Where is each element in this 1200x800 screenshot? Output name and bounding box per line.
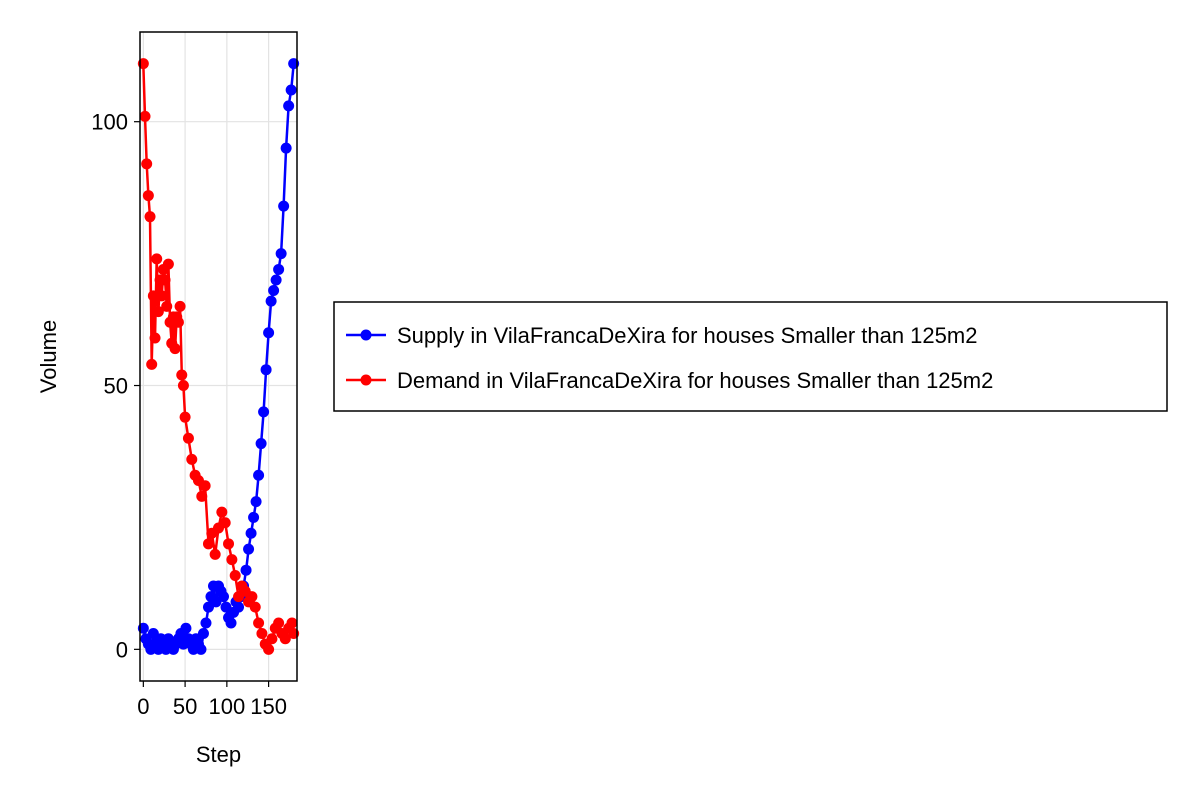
data-point bbox=[253, 617, 265, 629]
data-point bbox=[200, 617, 212, 629]
data-point bbox=[283, 100, 295, 112]
data-point bbox=[285, 84, 297, 96]
y-tick-label: 50 bbox=[104, 374, 128, 399]
data-point bbox=[250, 496, 262, 508]
data-point bbox=[199, 480, 211, 492]
data-point bbox=[229, 569, 241, 581]
grid-lines bbox=[140, 32, 297, 681]
data-point bbox=[159, 274, 171, 286]
data-point bbox=[141, 158, 153, 170]
x-tick-label: 0 bbox=[137, 694, 149, 719]
data-point bbox=[218, 591, 230, 603]
data-point bbox=[152, 306, 164, 318]
plot-frame bbox=[139, 31, 298, 682]
data-point bbox=[226, 554, 238, 566]
data-point bbox=[219, 517, 231, 529]
data-point bbox=[156, 290, 168, 302]
x-tick-label: 150 bbox=[250, 694, 287, 719]
data-point bbox=[260, 364, 272, 376]
data-point bbox=[253, 469, 265, 481]
data-point bbox=[275, 248, 287, 260]
data-point bbox=[278, 200, 290, 212]
data-point bbox=[240, 564, 252, 576]
y-axis: 0 50 100 bbox=[91, 110, 140, 662]
data-point bbox=[249, 601, 261, 613]
data-point bbox=[246, 591, 258, 603]
x-tick-label: 100 bbox=[208, 694, 245, 719]
data-point bbox=[258, 406, 270, 418]
data-point bbox=[265, 295, 277, 307]
data-point bbox=[176, 369, 188, 381]
legend-swatch-marker bbox=[360, 374, 372, 386]
data-point bbox=[263, 643, 275, 655]
plot-series bbox=[137, 58, 300, 655]
y-axis-title: Volume bbox=[36, 320, 61, 393]
data-point bbox=[233, 601, 245, 613]
data-point bbox=[268, 285, 280, 297]
data-point bbox=[172, 316, 184, 328]
data-point bbox=[174, 300, 186, 312]
series-demand bbox=[137, 58, 300, 655]
legend: Supply in VilaFrancaDeXira for houses Sm… bbox=[333, 301, 1168, 412]
data-point bbox=[161, 300, 173, 312]
legend-label: Demand in VilaFrancaDeXira for houses Sm… bbox=[397, 368, 993, 393]
data-point bbox=[273, 263, 285, 275]
data-point bbox=[286, 617, 298, 629]
data-point bbox=[179, 411, 191, 423]
data-point bbox=[177, 380, 189, 392]
data-point bbox=[243, 543, 255, 555]
legend-entry-demand: Demand in VilaFrancaDeXira for houses Sm… bbox=[346, 368, 993, 393]
series-supply bbox=[137, 58, 300, 655]
data-point bbox=[195, 643, 207, 655]
data-point bbox=[182, 432, 194, 444]
data-point bbox=[147, 290, 159, 302]
data-point bbox=[270, 274, 282, 286]
data-point bbox=[180, 622, 192, 634]
data-point bbox=[186, 453, 198, 465]
y-tick-label: 100 bbox=[91, 110, 128, 135]
data-point bbox=[144, 211, 156, 223]
data-point bbox=[216, 506, 228, 518]
data-point bbox=[248, 511, 260, 523]
data-point bbox=[169, 343, 181, 355]
data-point bbox=[197, 628, 209, 640]
legend-box bbox=[333, 301, 1168, 412]
legend-swatch-marker bbox=[360, 329, 372, 341]
data-point bbox=[256, 628, 268, 640]
data-point bbox=[245, 527, 257, 539]
data-point bbox=[202, 538, 214, 550]
data-point bbox=[225, 617, 237, 629]
series-line bbox=[142, 63, 295, 651]
data-point bbox=[162, 258, 174, 270]
data-point bbox=[280, 142, 292, 154]
data-point bbox=[266, 633, 278, 645]
x-axis-title: Step bbox=[196, 742, 241, 767]
y-tick-label: 0 bbox=[116, 637, 128, 662]
data-point bbox=[223, 538, 235, 550]
legend-label: Supply in VilaFrancaDeXira for houses Sm… bbox=[397, 323, 977, 348]
data-point bbox=[149, 332, 161, 344]
data-point bbox=[142, 190, 154, 202]
data-point bbox=[279, 633, 291, 645]
data-point bbox=[273, 617, 285, 629]
data-point bbox=[146, 358, 158, 370]
data-point bbox=[255, 438, 267, 450]
data-point bbox=[139, 110, 151, 122]
series-line bbox=[142, 63, 295, 651]
data-point bbox=[151, 253, 163, 265]
data-point bbox=[209, 548, 221, 560]
data-point bbox=[263, 327, 275, 339]
x-tick-label: 50 bbox=[173, 694, 197, 719]
legend-entry-supply: Supply in VilaFrancaDeXira for houses Sm… bbox=[346, 323, 977, 348]
data-point bbox=[196, 490, 208, 502]
x-axis: 0 50 100 150 bbox=[137, 681, 287, 719]
